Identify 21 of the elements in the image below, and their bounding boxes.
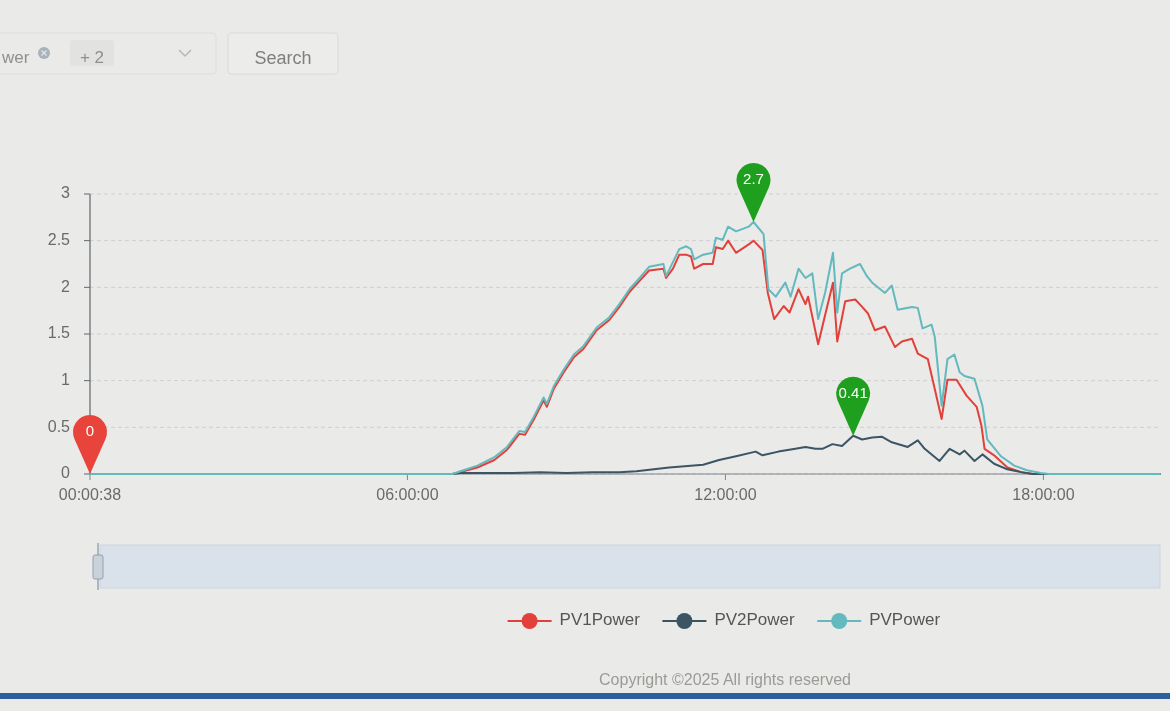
x-tick-label: 12:00:00 (694, 486, 757, 504)
y-tick-label: 1.5 (47, 324, 71, 342)
legend-label: PV2Power (714, 610, 796, 630)
legend-label: PV1Power (559, 610, 641, 630)
text: wer (1, 48, 30, 68)
text: Search (254, 47, 312, 68)
y-tick-label: 0.5 (47, 417, 71, 435)
annotation: 0.41 (838, 383, 868, 401)
annotation: 0 (85, 421, 95, 439)
y-tick-label: 2.5 (47, 230, 71, 248)
y-tick-label: 3 (61, 184, 71, 202)
text: + 2 (79, 48, 105, 68)
y-tick-label: 0 (61, 464, 71, 482)
y-tick-label: 2 (61, 277, 71, 295)
annotation: 2.7 (743, 169, 764, 187)
y-tick-label: 1 (61, 370, 71, 388)
legend-label: PVPower (869, 610, 941, 630)
x-tick-label: 18:00:00 (1012, 486, 1075, 504)
x-tick-label: 06:00:00 (376, 486, 439, 504)
x-tick-label: 00:00:38 (58, 486, 122, 504)
text: Copyright ©2025 All rights reserved (599, 671, 851, 689)
